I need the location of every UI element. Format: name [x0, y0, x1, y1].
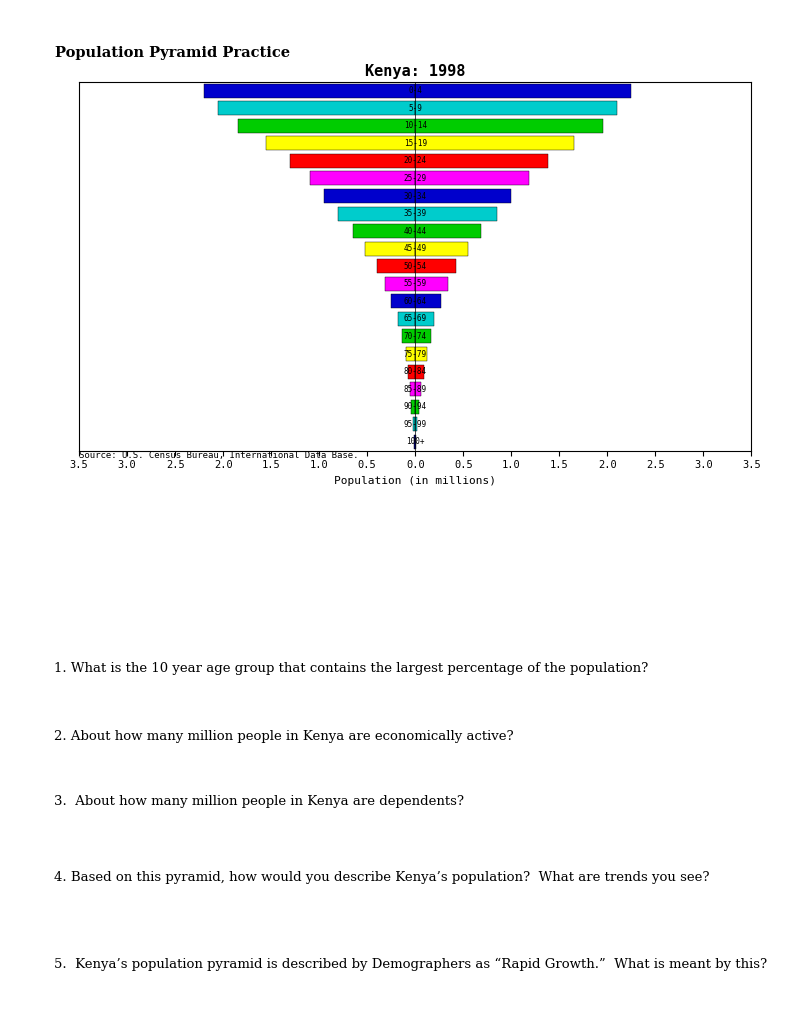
Bar: [415, 399, 419, 414]
Text: 80-84: 80-84: [403, 367, 427, 376]
Text: 45-49: 45-49: [403, 244, 427, 253]
Bar: [402, 330, 415, 343]
Bar: [267, 136, 415, 151]
Text: 3.  About how many million people in Kenya are dependents?: 3. About how many million people in Keny…: [54, 795, 464, 808]
X-axis label: Population (in millions): Population (in millions): [335, 476, 496, 485]
Text: 0-4: 0-4: [408, 86, 422, 95]
Text: Source: U.S. Census Bureau, International Data Base.: Source: U.S. Census Bureau, Internationa…: [79, 451, 358, 460]
Bar: [218, 101, 415, 116]
Bar: [406, 347, 415, 361]
Text: 35-39: 35-39: [403, 209, 427, 218]
Bar: [414, 435, 415, 449]
Bar: [415, 365, 424, 379]
Text: 5-9: 5-9: [408, 103, 422, 113]
Bar: [392, 294, 415, 308]
Text: 10-14: 10-14: [403, 121, 427, 130]
Text: 1. What is the 10 year age group that contains the largest percentage of the pop: 1. What is the 10 year age group that co…: [54, 662, 649, 675]
Bar: [415, 276, 448, 291]
Bar: [410, 382, 415, 396]
Bar: [407, 365, 415, 379]
Text: 15-19: 15-19: [403, 139, 427, 147]
Bar: [415, 312, 434, 326]
Text: 85-89: 85-89: [403, 385, 427, 393]
Bar: [237, 119, 415, 133]
Text: 90-94: 90-94: [403, 402, 427, 412]
Bar: [414, 417, 415, 431]
Bar: [415, 435, 416, 449]
Bar: [309, 171, 415, 185]
Text: 20-24: 20-24: [403, 157, 427, 166]
Bar: [415, 242, 468, 256]
Bar: [415, 154, 548, 168]
Bar: [415, 171, 528, 185]
Bar: [415, 294, 441, 308]
Bar: [353, 224, 415, 239]
Bar: [415, 119, 603, 133]
Bar: [415, 189, 511, 203]
Bar: [384, 276, 415, 291]
Bar: [398, 312, 415, 326]
Text: 70-74: 70-74: [403, 332, 427, 341]
Bar: [415, 330, 430, 343]
Text: 5.  Kenya’s population pyramid is described by Demographers as “Rapid Growth.”  : 5. Kenya’s population pyramid is describ…: [54, 958, 767, 971]
Text: 2. About how many million people in Kenya are economically active?: 2. About how many million people in Keny…: [54, 730, 513, 743]
Text: Population Pyramid Practice: Population Pyramid Practice: [55, 46, 290, 60]
Bar: [324, 189, 415, 203]
Bar: [365, 242, 415, 256]
Bar: [290, 154, 415, 168]
Text: 100+: 100+: [406, 437, 425, 446]
Text: 55-59: 55-59: [403, 280, 427, 289]
Text: 50-54: 50-54: [403, 262, 427, 270]
Bar: [415, 259, 456, 273]
Bar: [415, 101, 617, 116]
Text: 25-29: 25-29: [403, 174, 427, 183]
Bar: [415, 207, 497, 220]
Bar: [377, 259, 415, 273]
Bar: [204, 84, 415, 97]
Text: 75-79: 75-79: [403, 349, 427, 358]
Bar: [415, 136, 573, 151]
Bar: [415, 84, 631, 97]
Text: 65-69: 65-69: [403, 314, 427, 324]
Text: 4. Based on this pyramid, how would you describe Kenya’s population?  What are t: 4. Based on this pyramid, how would you …: [54, 870, 710, 884]
Text: 60-64: 60-64: [403, 297, 427, 306]
Bar: [415, 417, 417, 431]
Text: 40-44: 40-44: [403, 226, 427, 236]
Bar: [339, 207, 415, 220]
Bar: [415, 382, 421, 396]
Bar: [415, 347, 427, 361]
Text: 95-99: 95-99: [403, 420, 427, 429]
Title: Kenya: 1998: Kenya: 1998: [365, 65, 465, 80]
Text: 30-34: 30-34: [403, 191, 427, 201]
Bar: [415, 224, 481, 239]
Bar: [411, 399, 415, 414]
